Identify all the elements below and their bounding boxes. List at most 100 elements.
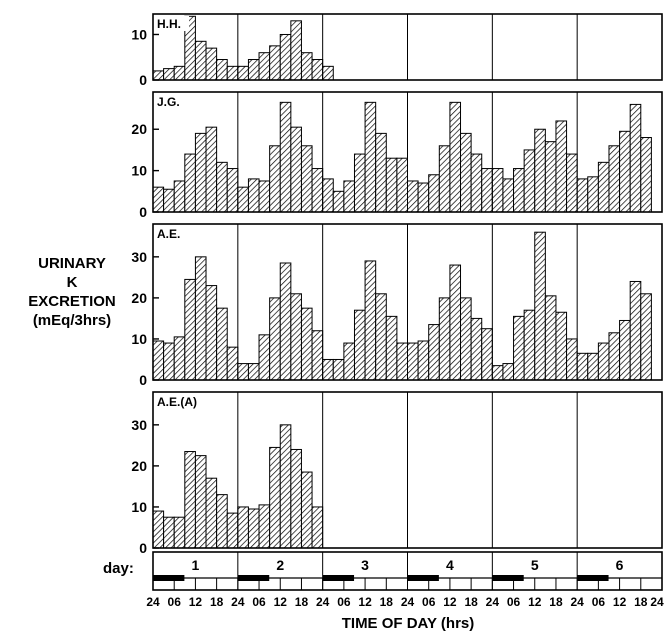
panel-label-bg [155,394,210,409]
bar [226,512,239,549]
panel-label-bg [155,226,189,241]
bar [216,307,228,381]
bar [470,153,483,213]
bar [491,168,504,213]
bar [544,295,557,381]
bar [258,52,271,81]
bar [417,182,430,213]
bar [184,153,196,213]
day-row: 1 24 06 12 18 2 24 06 12 18 3 24 06 12 18 4 24 06 12 18 5 24 0… [146,551,664,609]
bar [163,68,175,81]
hour-tick-label: 12 [358,595,372,609]
bar [163,516,175,549]
hour-tick-label: 18 [210,595,224,609]
bar [555,311,568,381]
bar [269,45,281,81]
bar [226,346,239,381]
bar [587,352,599,381]
bar [534,231,546,381]
y-tick-label: 20 [131,458,147,474]
bar [290,126,302,213]
day-row-label: day: [103,560,134,577]
panel-label: J.G. [157,95,180,109]
bar [152,340,165,381]
panel-1: 0 10 H.H. [131,13,663,88]
panel-label: A.E.(A) [157,395,197,409]
night-bar [153,575,185,581]
bar [279,424,292,549]
bar [173,180,186,213]
bar [311,59,324,81]
bar [216,59,228,81]
hour-tick-label: 24 [231,595,245,609]
hour-tick-label: 06 [422,595,436,609]
day-number: 6 [616,557,624,573]
bar [513,168,525,213]
bar [608,145,621,213]
bar [407,180,419,213]
bar [364,260,377,381]
bar [226,168,239,213]
day-number: 5 [531,557,539,573]
bar [184,451,196,549]
y-tick-label: 10 [131,163,147,179]
bar [237,506,249,549]
hour-tick-label: 24 [486,595,500,609]
hour-tick-label: 18 [464,595,478,609]
x-axis-title: TIME OF DAY (hrs) [342,615,475,632]
bar [247,363,260,381]
bar [502,363,515,381]
bar [152,70,165,81]
y-tick-label: 0 [139,204,147,220]
bar [269,446,281,549]
bar [640,137,652,213]
bar [396,157,408,213]
bar [237,363,249,381]
bar [460,297,472,381]
bar [269,145,281,213]
hour-tick-label: 12 [613,595,627,609]
y-tick-label: 20 [131,290,147,306]
night-bar [237,575,270,581]
panel-label: H.H. [157,17,181,31]
bar [173,516,186,549]
day-number: 2 [276,557,284,573]
bar [502,178,515,213]
bar [226,65,239,81]
bar [216,161,228,213]
bar [322,178,334,213]
bar [491,365,504,381]
bar [290,293,302,381]
bar [523,149,536,213]
panel-3: 0 10 20 30 A.E. [131,223,663,388]
bar [417,340,430,381]
y-axis-label-line-2: K [67,274,78,291]
bar [279,101,292,213]
hour-tick-label: 18 [380,595,394,609]
hour-tick-label: 06 [168,595,182,609]
hour-tick-label: 24 [316,595,330,609]
panels-group: 0 10 H.H. 0 10 20 J.G. 0 10 20 30 A.E. 0 10 20 30 A.E.(A… [131,13,663,556]
panel-4: 0 10 20 30 A.E.(A) [131,391,663,556]
bar [513,315,525,381]
bar [194,256,207,381]
bar [205,285,218,381]
panel-label-bg [155,16,189,31]
bar [597,342,610,381]
y-tick-label: 0 [139,372,147,388]
bar [428,174,440,213]
bar [534,128,546,213]
bar [576,178,589,213]
y-tick-label: 30 [131,249,147,265]
bar [481,168,493,213]
bar [619,130,631,213]
bar [216,494,228,549]
hour-tick-label: 24 [570,595,584,609]
bar [237,65,249,81]
day-number: 1 [192,557,200,573]
bar [566,153,578,213]
day-number: 3 [361,557,369,573]
y-tick-label: 10 [131,26,147,42]
y-tick-label: 0 [139,540,147,556]
day-number: 4 [446,557,454,573]
